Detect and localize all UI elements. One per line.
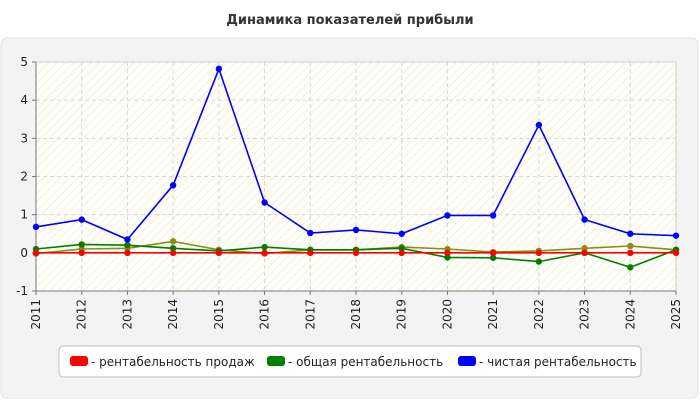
data-point — [78, 216, 85, 223]
series-group — [32, 249, 680, 257]
data-point — [32, 249, 40, 257]
y-tick-label: 5 — [20, 55, 28, 69]
data-point — [124, 236, 131, 243]
legend-label: - общая рентабельность — [288, 355, 443, 369]
x-tick-label: 2017 — [303, 299, 317, 330]
y-tick-label: 2 — [20, 170, 28, 184]
legend-swatch — [267, 356, 285, 366]
legend-label: - рентабельность продаж — [91, 355, 255, 369]
legend-swatch — [70, 356, 88, 366]
data-point — [444, 254, 451, 261]
data-point — [124, 249, 131, 257]
data-point — [169, 182, 177, 189]
data-point — [581, 245, 588, 252]
series-layer — [32, 65, 680, 271]
data-point — [627, 242, 634, 250]
data-point — [78, 249, 85, 257]
data-point — [169, 249, 177, 257]
x-tick-label: 2020 — [440, 299, 454, 330]
data-point — [215, 249, 223, 257]
data-point — [489, 249, 497, 257]
data-point — [535, 258, 543, 265]
data-point — [627, 230, 634, 237]
data-point — [398, 245, 405, 252]
data-point — [627, 249, 634, 257]
data-point — [444, 212, 451, 219]
y-tick-label: 4 — [20, 93, 28, 107]
x-tick-label: 2012 — [75, 299, 89, 330]
data-point — [261, 249, 268, 257]
legend-swatch — [458, 356, 476, 366]
x-tick-label: 2014 — [166, 299, 180, 330]
data-point — [169, 238, 177, 245]
data-point — [672, 232, 680, 239]
data-point — [124, 242, 131, 249]
x-tick-label: 2015 — [212, 299, 226, 330]
x-tick-label: 2022 — [532, 299, 546, 330]
x-tick-label: 2021 — [486, 299, 500, 330]
data-point — [398, 230, 405, 237]
x-tick-label: 2018 — [349, 299, 363, 330]
data-point — [78, 241, 85, 248]
data-point — [32, 223, 40, 231]
data-point — [627, 264, 634, 271]
y-tick-label: -1 — [16, 284, 28, 298]
data-point — [352, 226, 360, 234]
data-point — [307, 229, 314, 237]
data-point — [489, 212, 497, 219]
data-point — [489, 254, 497, 261]
data-point — [352, 249, 360, 257]
y-tick-label: 3 — [20, 131, 28, 145]
x-tick-label: 2019 — [395, 299, 409, 330]
x-tick-label: 2011 — [29, 299, 43, 330]
legend-box — [58, 345, 642, 378]
x-tick-label: 2016 — [258, 299, 272, 330]
data-point — [215, 65, 223, 73]
data-point — [169, 245, 177, 252]
legend: - рентабельность продаж - общая рентабель… — [58, 345, 642, 378]
legend-label: - чистая рентабельность — [479, 355, 637, 369]
x-tick-label: 2025 — [669, 299, 683, 330]
data-point — [261, 199, 268, 206]
data-point — [444, 249, 451, 257]
data-point — [398, 249, 405, 257]
data-point — [672, 249, 680, 257]
chart-title: Динамика показателей прибыли — [226, 13, 473, 28]
series-group — [32, 65, 680, 243]
data-point — [535, 121, 543, 129]
y-tick-label: 1 — [20, 208, 28, 222]
y-tick-label: 0 — [20, 246, 28, 260]
data-point — [307, 249, 314, 257]
data-point — [581, 249, 588, 257]
x-tick-label: 2013 — [120, 299, 134, 330]
x-tick-label: 2023 — [578, 299, 592, 330]
data-point — [261, 243, 268, 251]
axes: -1 0 1 2 3 4 5 2011 2012 2013 2014 2015 2016 2017 2018… — [16, 55, 683, 330]
data-point — [535, 249, 543, 257]
x-tick-label: 2024 — [623, 299, 637, 330]
data-point — [581, 216, 588, 223]
